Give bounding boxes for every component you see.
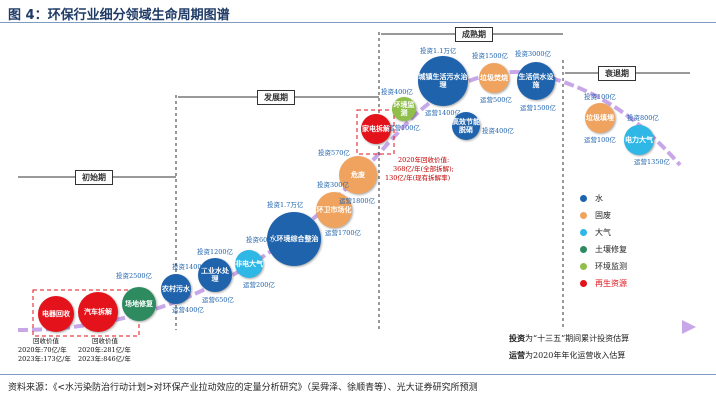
- label-jiadian-2: 130亿/年(现有拆解率): [385, 174, 451, 182]
- legend-swatch: [580, 246, 587, 253]
- legend-swatch: [580, 263, 587, 270]
- legend-swatch: [580, 280, 587, 287]
- figure-title: 图 4：环保行业细分领域生命周期图谱: [8, 8, 230, 23]
- label-qiche-1: 2020年:281亿/年: [78, 346, 131, 354]
- legend-item-solid-waste: 固废: [580, 207, 627, 224]
- label-chengzhen-0: 投资1.1万亿: [420, 47, 457, 55]
- label-dianqi-1: 2020年:70亿/年: [18, 346, 67, 354]
- point-qiche: 汽车拆解: [78, 292, 118, 332]
- label-qiche-0: 回收价值: [92, 337, 118, 345]
- legend-label: 大气: [595, 228, 611, 237]
- label-huanweishichang-0: 投资300亿: [317, 181, 349, 189]
- point-jiadian: 家电拆解: [361, 114, 391, 144]
- label-changdi-0: 投资2500亿: [116, 272, 153, 280]
- point-weifei: 危废: [339, 156, 377, 194]
- legend-item-recycle: 再生资源: [580, 275, 627, 292]
- legend-label: 水: [595, 194, 603, 203]
- source-note: 资料来源：《<水污染防治行动计划>对环保产业拉动效应的定量分析研究》（吴舜泽、徐…: [8, 383, 478, 393]
- label-jiadian-0: 2020年回收价值:: [398, 156, 450, 164]
- point-feiqi: 非电大气: [235, 250, 263, 278]
- label-lajifashao-0: 投资1500亿: [472, 52, 509, 60]
- label-dianqi-2: 2023年:173亿/年: [18, 355, 71, 363]
- stage-initial: 初始期: [75, 170, 113, 185]
- label-weifei-0: 投资570亿: [318, 149, 350, 157]
- label-lajitianmai-1: 运营100亿: [584, 136, 616, 144]
- point-gongye: 工业水处理: [198, 258, 232, 292]
- label-nongcun-1: 运营400亿: [172, 306, 204, 314]
- legend-label: 环境监测: [595, 262, 627, 271]
- label-lajitianmai-0: 投资100亿: [584, 93, 616, 101]
- label-dianlidaqi-1: 运营1350亿: [634, 158, 671, 166]
- label-feiqi-1: 运营200亿: [243, 281, 275, 289]
- label-dianlidaqi-0: 投资800亿: [627, 114, 659, 122]
- label-huanweishichang-1: 运营1700亿: [325, 229, 362, 237]
- label-dianqi-0: 回收价值: [33, 337, 59, 345]
- point-nongcun: 农村污水: [161, 274, 191, 304]
- label-shengjiyongshui-1: 运营1500亿: [520, 104, 557, 112]
- note-operate-text: 为2020年年化运营收入估算: [525, 351, 626, 360]
- label-shuihuanjing-0: 投资1.7万亿: [267, 201, 304, 209]
- label-qiche-2: 2023年:846亿/年: [78, 355, 131, 363]
- stage-mature: 成熟期: [455, 27, 493, 42]
- point-huanweishichang: 环卫市场化: [316, 192, 352, 228]
- point-gaoxiaonengji: 高效节能脱硝: [452, 112, 480, 140]
- stage-decline: 衰退期: [598, 66, 636, 81]
- legend-item-monitor: 环境监测: [580, 258, 627, 275]
- label-weifei-1: 运营1800亿: [339, 197, 376, 205]
- legend-label: 土壤修复: [595, 245, 627, 254]
- point-shengjiyongshui: 生活供水设施: [517, 62, 555, 100]
- note-invest: 投资为“十三五”期间累计投资估算: [509, 333, 629, 344]
- top-rule: [0, 22, 716, 23]
- label-feiqi-0: 投资600亿: [246, 236, 278, 244]
- note-invest-bold: 投资: [509, 333, 525, 343]
- lifecycle-curve: [17, 70, 682, 332]
- point-dianqi: 电器回收: [38, 296, 74, 332]
- legend-item-air: 大气: [580, 224, 627, 241]
- point-dianlidaqi: 电力大气: [624, 125, 654, 155]
- legend-label: 固废: [595, 211, 611, 220]
- stage-develop: 发展期: [257, 90, 295, 105]
- home-appliance-highlight-box: [356, 109, 395, 155]
- legend-label: 再生资源: [595, 279, 627, 288]
- label-gongye-1: 运营650亿: [202, 296, 234, 304]
- x-axis-arrow: [682, 320, 696, 334]
- note-operate-bold: 运营: [509, 350, 525, 360]
- legend-item-soil: 土壤修复: [580, 241, 627, 258]
- note-invest-text: 为“十三五”期间累计投资估算: [525, 334, 630, 343]
- label-nongcun-0: 投资1400亿: [172, 263, 209, 271]
- legend-swatch: [580, 212, 587, 219]
- label-jiance-0: 投资400亿: [381, 88, 413, 96]
- point-changdi: 场地修复: [122, 287, 156, 321]
- label-gongye-0: 投资1200亿: [197, 248, 234, 256]
- legend-swatch: [580, 229, 587, 236]
- point-chengzhen: 城镇生活污水治理: [418, 56, 468, 106]
- legend-swatch: [580, 195, 587, 202]
- note-operate: 运营为2020年年化运营收入估算: [509, 350, 625, 361]
- label-gaoxiaonengji-0: 投资400亿: [482, 127, 514, 135]
- point-shuihuanjing: 水环境综合整治: [267, 212, 321, 266]
- legend-item-water: 水: [580, 190, 627, 207]
- point-lajifashao: 垃圾焚烧: [479, 63, 509, 93]
- label-shengjiyongshui-0: 投资3000亿: [515, 50, 552, 58]
- point-jiance: 环境监测: [392, 97, 416, 121]
- point-lajitianmai: 垃圾填埋: [585, 103, 615, 133]
- label-lajifashao-1: 运营500亿: [480, 96, 512, 104]
- legend: 水 固废 大气 土壤修复 环境监测 再生资源: [580, 190, 627, 292]
- label-jiadian-1: 368亿/年(全部拆解);: [393, 165, 454, 173]
- bottom-rule: [0, 374, 716, 375]
- label-jiance-1: 运营100亿: [388, 124, 420, 132]
- label-chengzhen-1: 运营1400亿: [425, 109, 462, 117]
